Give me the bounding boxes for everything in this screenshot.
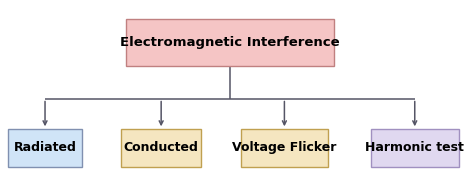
Text: Conducted: Conducted <box>124 141 199 154</box>
Text: Electromagnetic Interference: Electromagnetic Interference <box>120 36 340 49</box>
FancyBboxPatch shape <box>371 129 459 167</box>
Text: Voltage Flicker: Voltage Flicker <box>232 141 337 154</box>
FancyBboxPatch shape <box>8 129 82 167</box>
FancyBboxPatch shape <box>240 129 328 167</box>
FancyBboxPatch shape <box>126 19 334 66</box>
FancyBboxPatch shape <box>121 129 201 167</box>
Text: Harmonic test: Harmonic test <box>365 141 464 154</box>
Text: Radiated: Radiated <box>14 141 76 154</box>
